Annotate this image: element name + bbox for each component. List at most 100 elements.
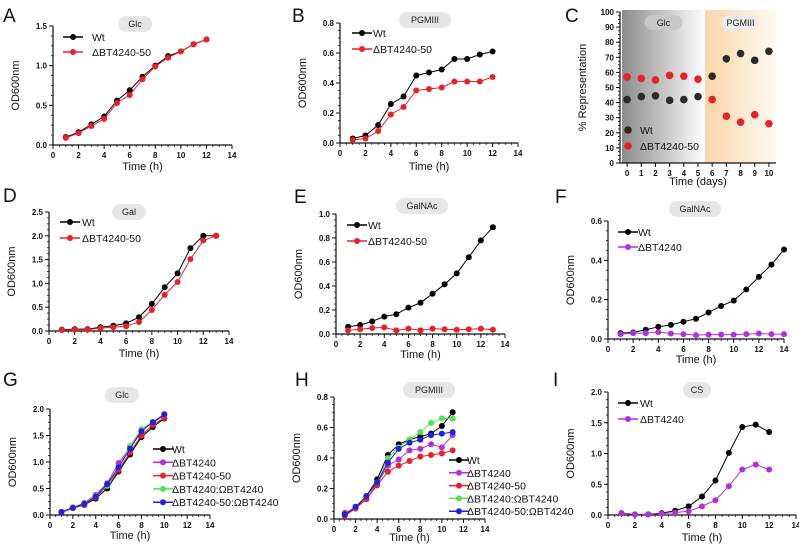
data-point [637,92,646,101]
data-point [476,78,483,85]
data-point [438,66,445,73]
y-axis-label: OD600nm [565,255,577,305]
series-1 [349,74,496,143]
series-line [61,413,165,513]
data-point [441,281,448,288]
data-point [126,92,133,99]
panel-letter: E [294,187,307,208]
legend-label: ΔBT4240-50 [82,233,141,245]
data-point [428,432,435,439]
data-point [451,78,458,85]
data-point [477,325,484,332]
x-tick-label: 6 [710,169,715,178]
data-point [667,321,674,328]
data-point [750,110,759,119]
panel-E: E GalNAc 0 2 4 6 8 10 12 14 0.0 0.2 0.4 0.6 0.8 1.0 Time… [293,187,510,361]
condition-pill [118,16,152,32]
data-point [477,237,484,244]
data-point [708,72,716,80]
data-point [623,73,631,81]
data-point [406,447,413,454]
y-tick-label: 1.0 [33,458,45,467]
series-1 [345,324,496,334]
x-axis-label: Time (h) [110,530,151,542]
data-point [699,493,705,500]
x-tick-label: 14 [514,149,523,158]
data-point [718,331,725,338]
x-tick-label: 2 [631,345,636,354]
data-point [655,329,662,336]
x-axis-label: Time (h) [389,532,430,544]
series-4 [341,429,456,518]
y-tick-label: 1.0 [319,210,331,219]
data-point [699,503,705,510]
legend-label: ΔBT4240-50 [640,141,699,153]
data-point [685,503,692,510]
x-tick-label: 10 [452,340,461,349]
data-point [104,481,111,488]
data-point [693,332,699,339]
data-point [449,415,456,422]
data-point [190,41,197,48]
legend-label: ΔBT4240-50 [92,47,151,59]
x-tick-label: 4 [656,345,661,354]
legend-marker [456,457,462,463]
data-point [58,508,65,515]
data-point [406,458,413,465]
y-axis-label: OD600nm [293,249,305,299]
x-tick-label: 5 [696,169,701,178]
x-tick-label: 6 [124,337,129,346]
condition-pill [399,12,451,28]
legend-marker [70,49,76,55]
data-point [357,326,364,333]
data-point [781,246,787,253]
panel-A: A Glc 0 2 4 6 8 10 12 14 0.0 0.5 1.0 1.5 Time (h) OD600… [3,6,237,173]
data-point [736,49,745,58]
data-point [736,118,745,127]
x-tick-label: 9 [753,169,758,178]
y-tick-label: 30 [605,114,614,123]
y-tick-label: 0.0 [33,511,45,520]
data-point [693,315,699,322]
y-tick-label: 0.4 [319,282,331,291]
legend-label: ΔBT4240-50 [467,481,526,493]
series-1 [623,71,773,128]
condition-label: Glc [657,18,671,28]
condition-pill [112,204,146,220]
series-line [61,417,165,513]
data-point [428,419,435,426]
legend-label: Wt [172,444,185,456]
data-point [152,63,159,70]
series-1 [617,329,787,339]
legend-marker [624,126,632,134]
data-point [406,439,413,446]
data-point [393,311,400,318]
data-point [449,409,456,416]
data-point [781,331,787,338]
data-point [149,419,156,426]
data-point [705,309,712,316]
legend-label: ΔBT4240-50 [172,471,231,483]
data-point [113,99,120,106]
x-tick-label: 14 [792,521,799,530]
data-point [694,75,702,83]
panel-B: B PGMIII 0 2 4 6 8 10 12 14 0.0 0.2 0.4 0.6 0.8 Time (h… [292,6,523,173]
data-point [476,51,483,58]
x-tick-label: 10 [463,149,472,158]
data-point [766,428,773,435]
data-point [631,511,638,518]
x-axis-label: Time (h) [400,349,441,361]
data-point [645,511,652,518]
legend-marker [625,416,631,422]
data-point [438,422,445,429]
x-tick-label: 14 [780,345,789,354]
x-tick-label: 14 [228,151,237,160]
data-point [395,445,402,452]
data-point [489,224,496,231]
data-point [752,461,759,468]
condition-pill [403,382,455,398]
x-tick-label: 2 [76,151,81,160]
data-point [426,86,432,92]
series-line [61,414,165,513]
data-point [718,302,725,309]
